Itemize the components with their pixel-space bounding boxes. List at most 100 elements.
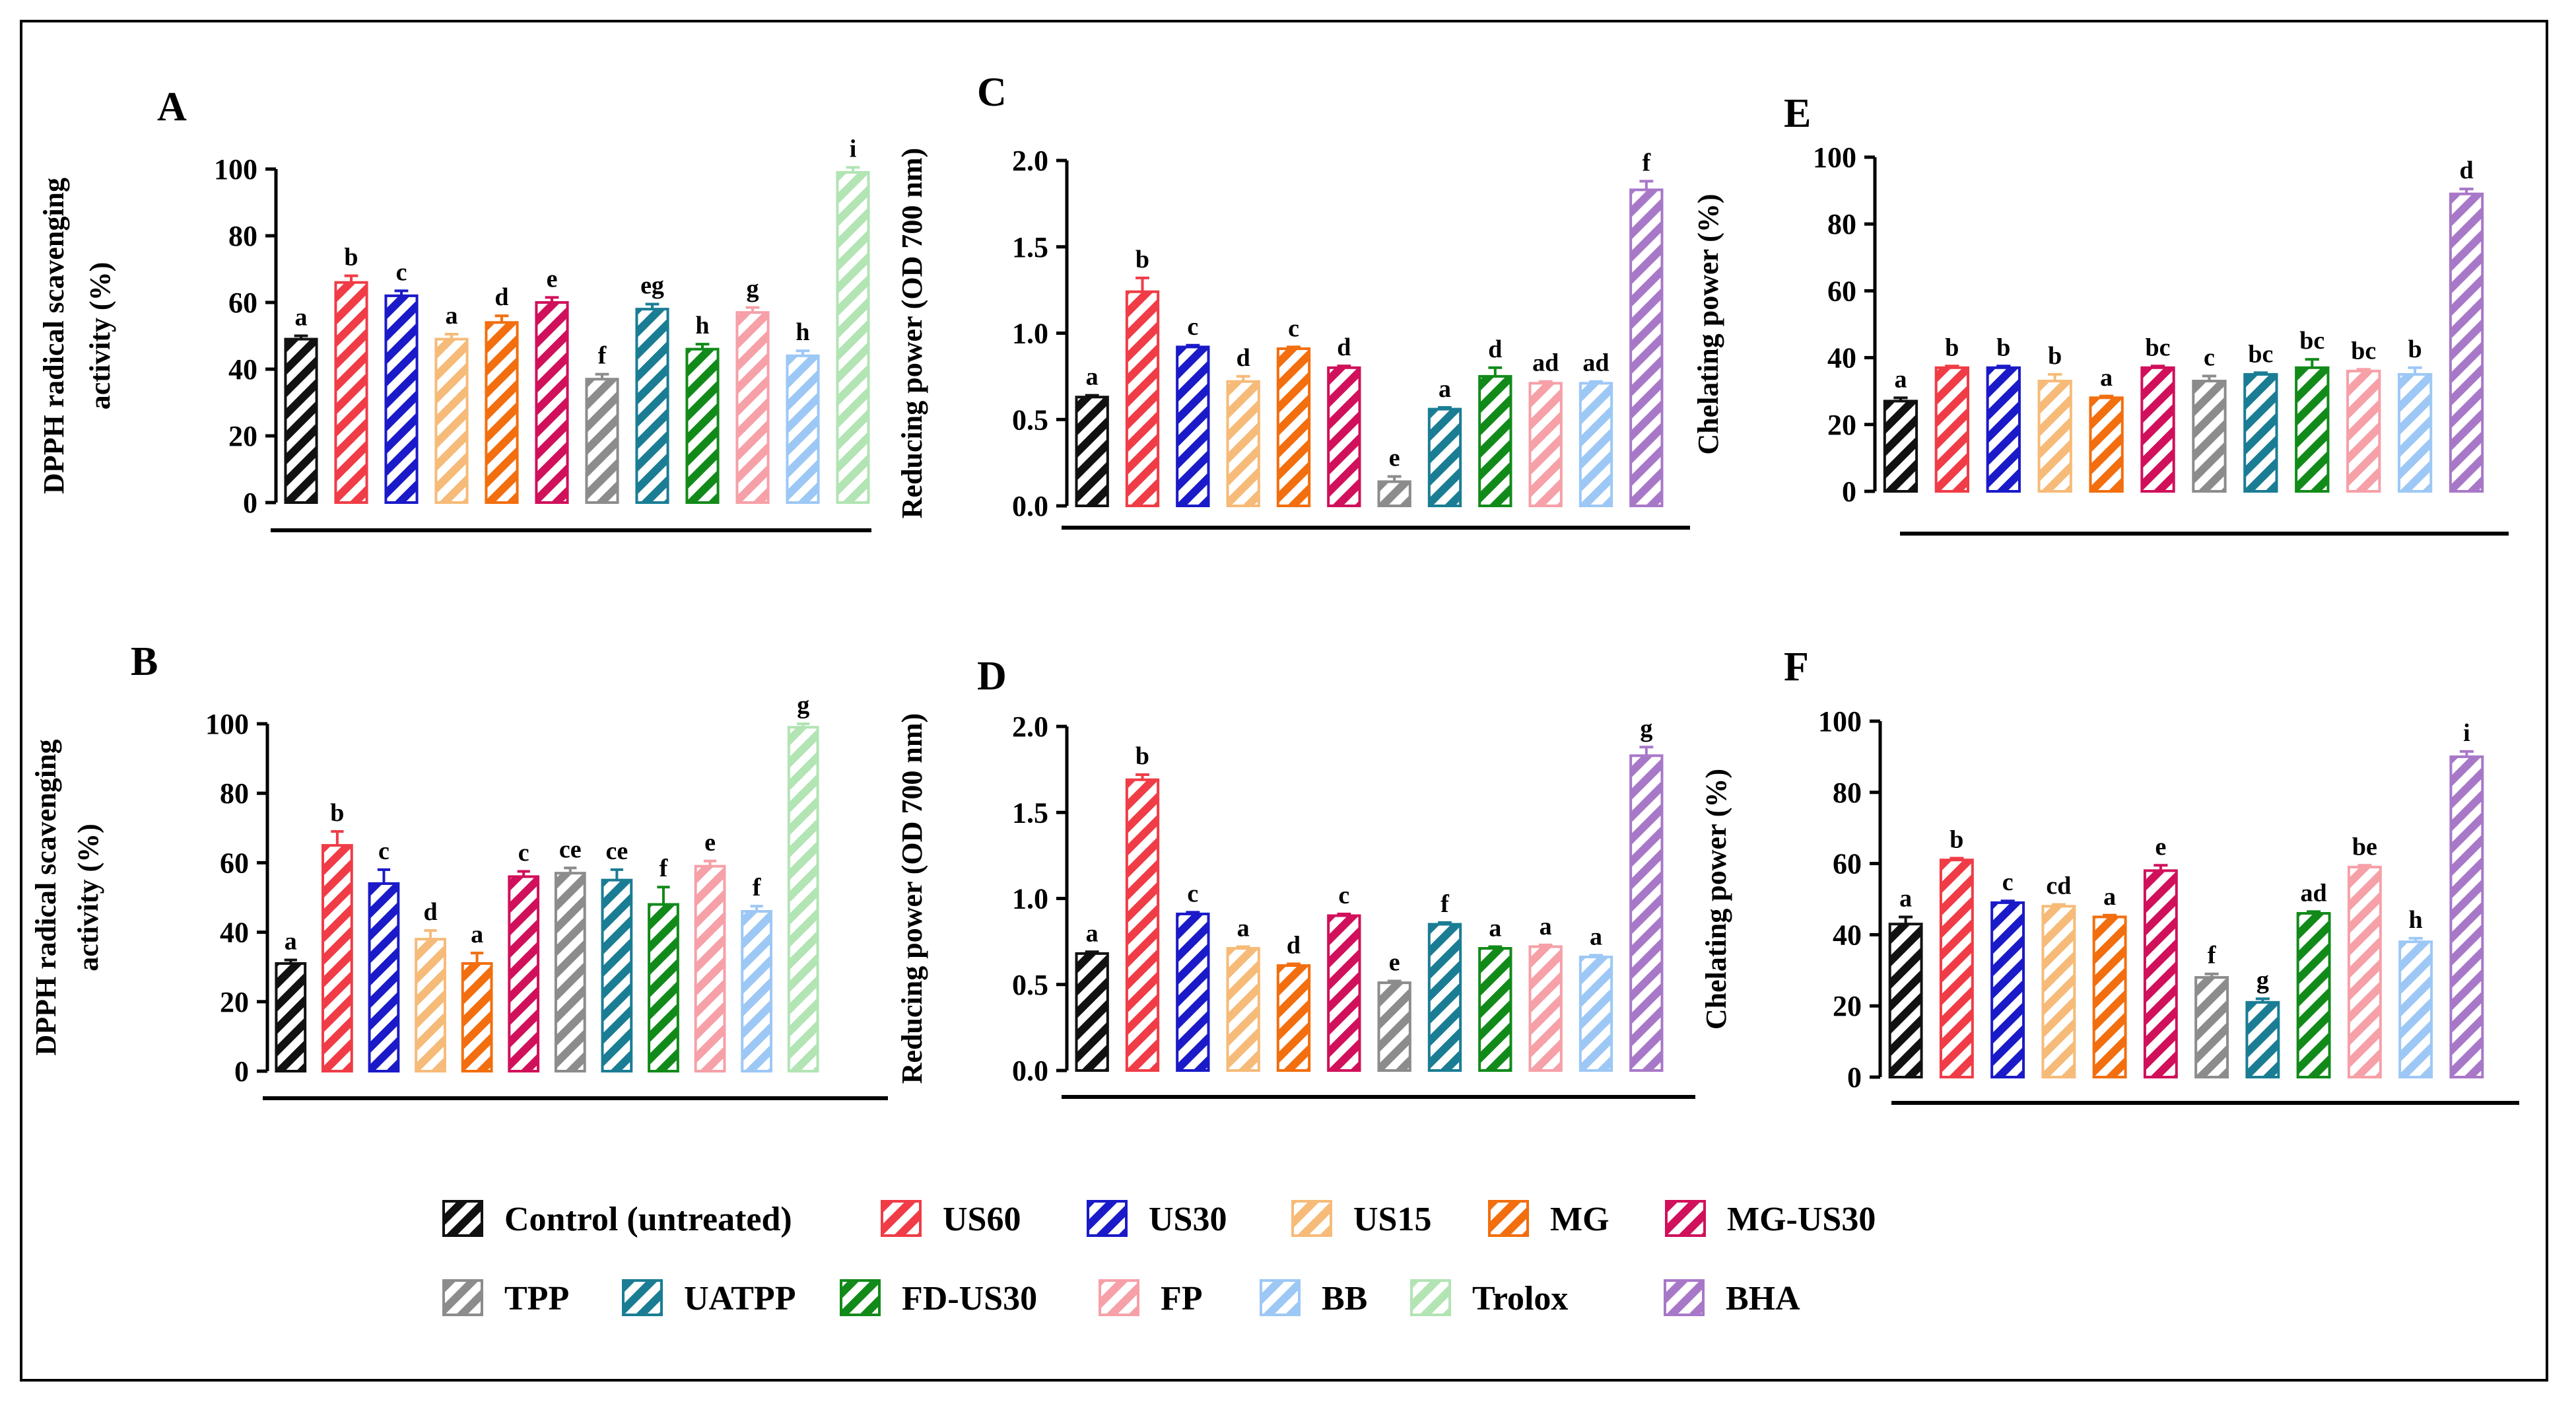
legend-label: FP — [1161, 1280, 1203, 1317]
bar-bb — [786, 354, 820, 504]
significance-letter: f — [1643, 149, 1652, 176]
y-tick-label: 2.0 — [1012, 145, 1048, 177]
significance-letter: a — [295, 304, 308, 332]
y-tick-label: 80 — [1827, 208, 1856, 240]
bar-us60 — [1934, 366, 1970, 493]
significance-letter: a — [1439, 375, 1451, 403]
significance-letter: d — [2459, 157, 2473, 184]
bar-uatpp — [1427, 407, 1462, 507]
legend-swatch — [1087, 1200, 1128, 1237]
y-axis-label: Reducing power (OD 700 nm) — [896, 713, 928, 1084]
significance-letter: a — [1540, 913, 1552, 940]
legend-label: TPP — [504, 1280, 569, 1317]
significance-letter: c — [1187, 880, 1198, 907]
y-tick-label: 0 — [243, 487, 257, 519]
bar-tpp — [585, 378, 619, 505]
bar-mg — [1276, 964, 1311, 1072]
y-tick-label: 0 — [1842, 475, 1856, 508]
legend-item-trolox: Trolox — [1410, 1279, 1568, 1317]
legend-item-tpp: TPP — [442, 1279, 569, 1317]
y-axis-label: Reducing power (OD 700 nm) — [896, 148, 928, 518]
y-axis-label: DPPH radical scavenging — [38, 178, 70, 494]
y-tick-label: 1.5 — [1012, 231, 1048, 263]
bar-us15 — [2037, 380, 2072, 493]
legend-swatch — [622, 1279, 663, 1316]
bar-us60 — [1125, 290, 1160, 507]
legend-swatch — [1664, 1279, 1705, 1316]
figure-frame — [20, 20, 2548, 1382]
bar-tpp — [2194, 976, 2229, 1078]
significance-letter: h — [796, 318, 809, 346]
legend-item-us30: US30 — [1087, 1200, 1227, 1238]
legend-item-fd-us30: FD-US30 — [840, 1279, 1037, 1317]
y-tick-label: 0.0 — [1012, 490, 1048, 522]
significance-letter: d — [1337, 333, 1351, 361]
significance-letter: h — [2409, 906, 2423, 934]
bar-bb — [2398, 940, 2433, 1079]
significance-letter: d — [494, 283, 508, 311]
y-tick-label: 2.0 — [1012, 711, 1048, 743]
significance-letter: a — [2100, 364, 2113, 392]
bar-fp — [2346, 369, 2381, 493]
bar-mg-us30 — [2140, 366, 2175, 493]
bar-bha — [1629, 754, 1664, 1072]
bar-us15 — [415, 938, 446, 1072]
significance-letter: ad — [1532, 349, 1559, 377]
legend-swatch — [1410, 1279, 1451, 1316]
bar-control-untreated — [1075, 952, 1109, 1072]
bar-mg — [2089, 396, 2124, 493]
y-tick-label: 40 — [228, 353, 257, 386]
legend-label: FD-US30 — [902, 1280, 1037, 1317]
chart-panel-d: 0.0 0.5 1.0 1.5 2.0 Reducing power (OD 700 nm… — [896, 711, 1695, 1099]
bar-trolox — [787, 726, 819, 1072]
bar-trolox — [836, 171, 870, 504]
y-tick-label: 100 — [205, 708, 249, 740]
bar-us15 — [2041, 905, 2076, 1079]
bar-tpp — [2192, 380, 2227, 493]
significance-letter: ce — [559, 835, 582, 863]
significance-letter: g — [2256, 966, 2269, 994]
legend-item-uatpp: UATPP — [622, 1279, 796, 1317]
legend-item-control-untreated: Control (untreated) — [442, 1200, 792, 1238]
y-tick-label: 60 — [228, 287, 257, 319]
legend-swatch — [1665, 1200, 1706, 1237]
panel-label-e: E — [1784, 91, 1811, 136]
significance-letter: ad — [2301, 879, 2327, 907]
bar-control-untreated — [284, 337, 318, 504]
y-tick-label: 40 — [1827, 342, 1856, 374]
significance-letter: f — [2208, 942, 2217, 969]
legend-item-us15: US15 — [1291, 1200, 1431, 1238]
significance-letter: b — [2408, 335, 2422, 363]
bar-us30 — [368, 882, 400, 1072]
significance-letter: a — [1590, 923, 1602, 950]
significance-letter: a — [2103, 883, 2116, 911]
significance-letter: eg — [640, 272, 664, 300]
significance-letter: a — [471, 921, 483, 948]
bar-fd-us30 — [2296, 912, 2331, 1079]
bar-control-untreated — [1075, 396, 1109, 507]
legend-swatch — [1099, 1279, 1139, 1316]
bar-us30 — [1176, 912, 1210, 1072]
bar-tpp — [554, 872, 586, 1073]
bar-control-untreated — [1888, 923, 1923, 1078]
significance-letter: b — [330, 799, 344, 827]
significance-letter: ce — [606, 837, 628, 865]
bar-bha — [1629, 188, 1664, 507]
bar-uatpp — [601, 878, 633, 1072]
legend-item-mg-us30: MG-US30 — [1665, 1200, 1876, 1238]
legend-label: MG-US30 — [1727, 1201, 1876, 1238]
legend-item-fp: FP — [1099, 1279, 1203, 1317]
y-tick-label: 0.5 — [1012, 969, 1048, 1001]
bar-fd-us30 — [648, 903, 679, 1073]
significance-letter: a — [1086, 363, 1099, 391]
significance-letter: i — [2463, 719, 2470, 747]
bar-fp — [735, 311, 770, 504]
bar-us60 — [334, 281, 368, 504]
bar-us15 — [434, 337, 469, 504]
significance-letter: a — [1086, 919, 1099, 947]
legend-label: BB — [1322, 1280, 1367, 1317]
bar-fd-us30 — [1478, 947, 1512, 1072]
y-tick-label: 100 — [1813, 141, 1856, 174]
bar-control-untreated — [275, 962, 307, 1072]
